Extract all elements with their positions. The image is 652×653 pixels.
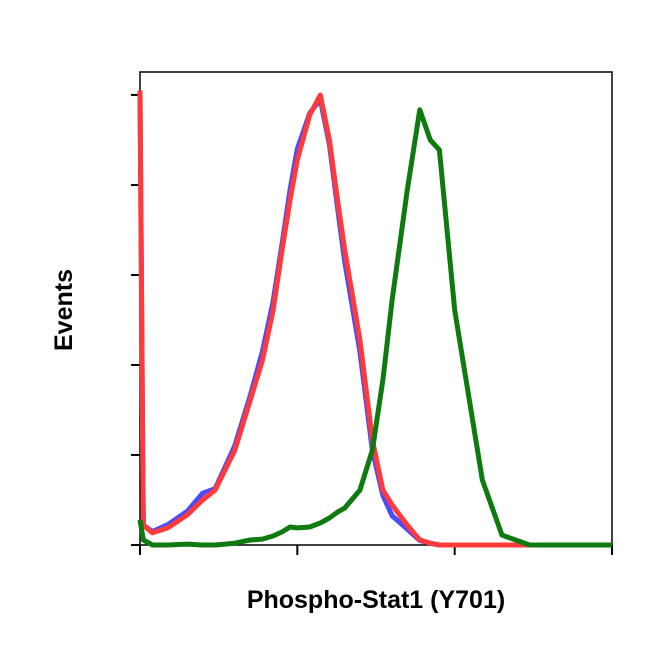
series-line	[137, 90, 612, 548]
x-axis-label: Phospho-Stat1 (Y701)	[247, 586, 505, 614]
series-line	[137, 107, 612, 548]
series-line	[137, 90, 612, 548]
y-axis-label: Events	[50, 269, 78, 351]
